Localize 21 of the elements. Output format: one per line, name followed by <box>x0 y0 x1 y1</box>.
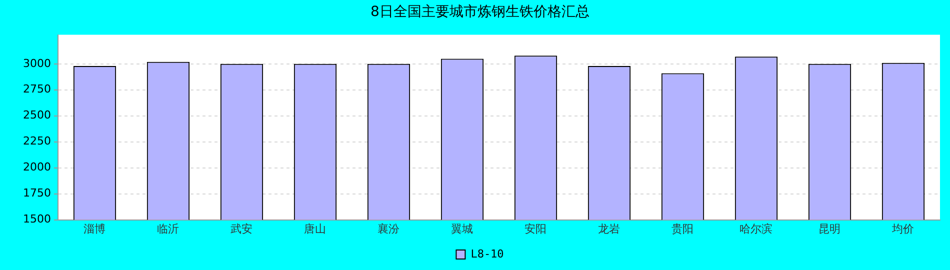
x-tick-label: 安阳 <box>524 222 547 236</box>
x-tick-label: 临沂 <box>157 222 180 236</box>
x-tick-label: 贵阳 <box>672 222 694 236</box>
x-tick-label: 唐山 <box>304 222 326 236</box>
x-tick-label: 昆明 <box>818 223 841 236</box>
y-tick-label: 1750 <box>22 186 51 200</box>
y-tick-label: 3000 <box>22 56 51 70</box>
chart-title: 8日全国主要城市炼钢生铁价格汇总 <box>370 4 590 20</box>
y-tick-label: 1500 <box>22 212 51 226</box>
x-tick-label: 淄博 <box>84 222 106 236</box>
x-tick-label: 龙岩 <box>598 222 620 236</box>
y-tick-label: 2500 <box>22 108 51 122</box>
x-tick-label: 哈尔滨 <box>740 222 773 236</box>
y-tick-label: 2250 <box>22 134 51 148</box>
legend-label: L8-10 <box>470 247 504 260</box>
y-tick-label: 2000 <box>22 160 51 174</box>
x-tick-label: 武安 <box>230 222 253 236</box>
x-tick-label: 翼城 <box>451 222 474 236</box>
x-tick-label: 均价 <box>891 223 914 236</box>
x-tick-label: 襄汾 <box>378 222 400 236</box>
y-tick-label: 2750 <box>22 82 51 96</box>
